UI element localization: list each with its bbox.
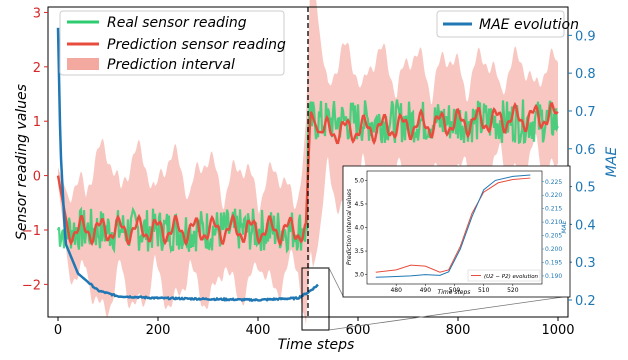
- y-right-tick-label: 0.7: [575, 105, 596, 120]
- zoom-connector-bottom: [328, 295, 571, 331]
- axis-ticks: 0 200 400 600 800 1000 −2 −1 0 1 2 3 0.2 0.3 0.4 0.5 0.6…: [22, 6, 596, 338]
- inset-x-tick-label: 480: [390, 287, 402, 294]
- legend-right-box: [436, 10, 565, 38]
- inset-y2-tick-label: 0.195: [545, 259, 562, 266]
- inset-y2-tick-label: 0.205: [545, 233, 562, 240]
- inset-x-label: Time steps: [438, 289, 471, 296]
- legend-pred-label: Prediction sensor reading: [107, 37, 286, 53]
- y-right-tick-label: 0.6: [575, 143, 596, 158]
- inset-ticks: 480 490 500 510 520 3.0 3.5 4.0 4.5 5.0 0.190 0.195…: [354, 177, 562, 294]
- prediction-series: [56, 101, 559, 247]
- x-tick-label: 1000: [541, 323, 574, 338]
- y-left-tick-label: 3: [33, 6, 41, 21]
- inset-x-tick-label: 520: [507, 287, 519, 294]
- inset-x-tick-label: 500: [449, 287, 461, 294]
- legend-interval-swatch: [67, 58, 99, 70]
- inset-y2-tick-label: 0.220: [545, 192, 562, 199]
- mae-line: [56, 27, 319, 303]
- inset-legend-box: [467, 269, 541, 282]
- inset-lines: [375, 174, 531, 278]
- y-right-tick-label: 0.4: [575, 218, 596, 233]
- y-left-tick-label: 1: [33, 115, 41, 130]
- y-left-tick-label: −2: [22, 278, 41, 293]
- inset-y-tick-label: 3.0: [354, 272, 364, 279]
- y-left-tick-label: 2: [33, 61, 41, 76]
- inset-y2-tick-label: 0.200: [545, 246, 562, 253]
- inset-y2-tick-label: 0.215: [545, 206, 562, 213]
- legend-interval-label: Prediction interval: [107, 57, 235, 73]
- mae-series: [56, 27, 319, 303]
- inset-y2-label: MAE: [561, 220, 568, 233]
- inset-x-tick-label: 490: [420, 287, 432, 294]
- inset-y-tick-label: 4.0: [354, 225, 364, 232]
- inset-y2-tick-label: 0.210: [545, 219, 562, 226]
- x-tick-label: 400: [246, 323, 271, 338]
- x-tick-label: 600: [346, 323, 371, 338]
- x-axis-label: Time steps: [278, 337, 355, 353]
- inset-y2-tick-label: 0.190: [545, 273, 562, 280]
- x-tick-label: 200: [146, 323, 171, 338]
- y-right-tick-label: 0.5: [575, 181, 596, 196]
- inset-y2-tick-label: 0.225: [545, 179, 562, 186]
- x-tick-label: 0: [54, 323, 62, 338]
- legend-left: Real sensor reading Prediction sensor re…: [59, 10, 286, 76]
- prediction-line: [56, 101, 559, 247]
- inset-x-tick-label: 510: [478, 287, 490, 294]
- inset-mae-line: [375, 174, 531, 278]
- y-left-axis-label: Sensor reading values: [14, 84, 30, 240]
- legend-left-box: [59, 10, 285, 76]
- inset-legend-label: (U2 − P2) evolution: [484, 274, 539, 280]
- y-right-tick-label: 0.3: [575, 256, 596, 271]
- plot-frame: [47, 6, 569, 318]
- inset-chart: 480 490 500 510 520 3.0 3.5 4.0 4.5 5.0 0.190 0.195…: [342, 165, 571, 298]
- legend-real-label: Real sensor reading: [107, 15, 247, 31]
- inset-y-tick-label: 5.0: [354, 177, 364, 184]
- zoom-connector-top: [328, 267, 344, 297]
- y-left-tick-label: 0: [33, 170, 41, 185]
- inset-y-tick-label: 3.5: [354, 248, 364, 255]
- legend-right: MAE evolution: [436, 10, 579, 38]
- inset-interval-line: [375, 177, 531, 273]
- inset-y-tick-label: 4.5: [354, 201, 364, 208]
- zoom-box: [301, 267, 330, 331]
- x-tick-label: 800: [446, 323, 471, 338]
- y-left-tick-label: −1: [22, 224, 41, 239]
- y-right-axis-label: MAE: [604, 147, 620, 178]
- inset-y-label: Prediction interval values: [346, 189, 353, 265]
- y-right-tick-label: 0.2: [575, 294, 596, 309]
- y-right-tick-label: 0.8: [575, 67, 596, 82]
- legend-mae-label: MAE evolution: [479, 17, 579, 33]
- y-right-tick-label: 0.9: [575, 29, 596, 44]
